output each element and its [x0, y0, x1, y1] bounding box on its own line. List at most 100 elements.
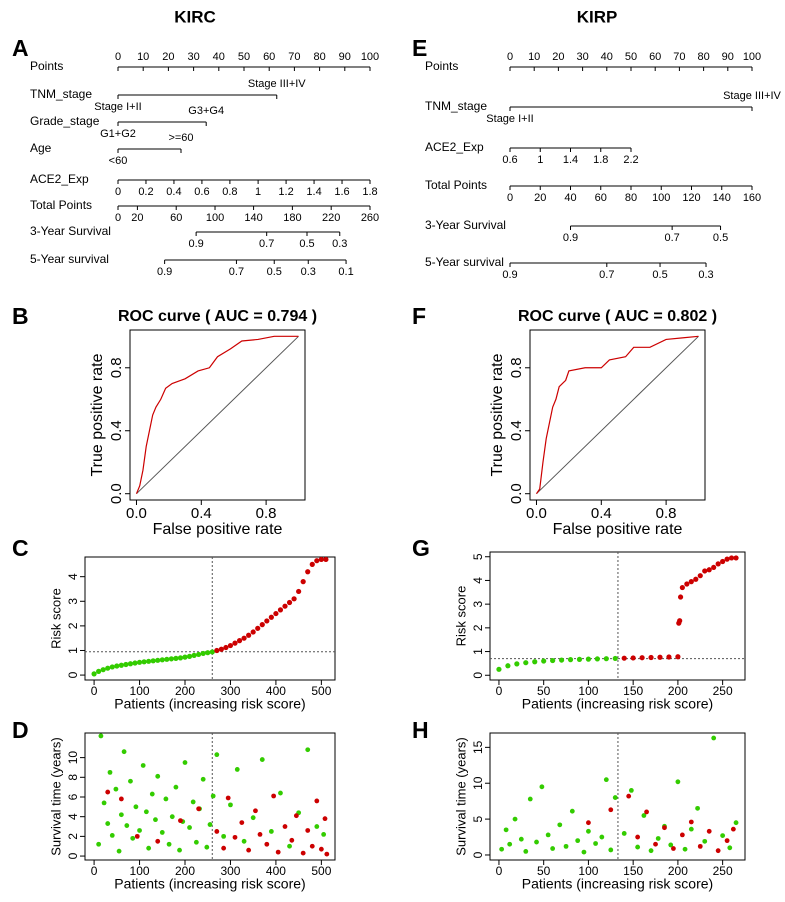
data-point: [628, 788, 634, 793]
y-tick-label: 0.8: [108, 357, 125, 378]
data-point: [677, 618, 683, 624]
row-label: TNM_stage: [30, 87, 92, 101]
y-tick-label: 0.8: [508, 357, 525, 378]
data-point: [275, 849, 281, 855]
y-axis-label: Survival time (years): [453, 737, 468, 855]
x-axis-label: False positive rate: [153, 521, 283, 538]
data-point: [143, 809, 149, 815]
scale-tick-label: 30: [187, 51, 199, 63]
data-point: [532, 659, 538, 665]
data-point: [635, 844, 641, 850]
data-point: [134, 833, 140, 839]
data-point: [259, 622, 265, 628]
scale-tick-label: 0.6: [502, 154, 517, 166]
y-tick-label: 0.4: [508, 420, 525, 441]
y-tick-label: 0.0: [108, 483, 125, 504]
x-tick-label: 100: [578, 864, 598, 878]
data-point: [662, 825, 667, 831]
data-point: [653, 841, 658, 847]
scale-tick-label: 0: [115, 212, 121, 224]
data-point: [697, 573, 703, 579]
data-point: [655, 836, 661, 841]
data-point: [227, 642, 234, 649]
data-point: [684, 581, 690, 587]
data-point: [221, 833, 227, 839]
data-point: [271, 793, 277, 799]
scale-tick-label: 0.4: [166, 186, 181, 198]
row-label: Points: [425, 59, 458, 73]
data-point: [150, 658, 156, 664]
scale-tick-label: 40: [213, 51, 225, 63]
y-tick-label: 5: [471, 553, 485, 560]
scale-tick-label: 0.8: [222, 186, 237, 198]
data-point: [218, 646, 224, 652]
data-point: [228, 802, 233, 808]
scale-tick-label: 0.9: [502, 269, 517, 281]
y-tick-label: 0: [471, 672, 485, 679]
plot-frame: [84, 556, 336, 681]
data-point: [567, 657, 574, 663]
scale-tick-label: 120: [682, 192, 700, 204]
x-tick-label: 50: [537, 684, 551, 698]
scale-tick-label: 0.9: [188, 238, 203, 250]
x-tick-label: 500: [311, 684, 331, 698]
data-point: [223, 644, 229, 651]
scale-tick-label: Stage I+II: [486, 113, 533, 125]
x-tick-label: 300: [220, 684, 240, 698]
data-point: [186, 653, 193, 659]
row-label: Total Points: [425, 178, 487, 192]
data-point: [149, 791, 155, 797]
scale-tick-label: 0.5: [267, 266, 282, 278]
scale-tick-label: 20: [534, 192, 546, 204]
reference-diagonal: [536, 335, 699, 495]
data-point: [109, 832, 115, 838]
y-tick-label: 10: [471, 776, 485, 790]
scale-tick-label: 0: [115, 186, 121, 198]
data-point: [720, 558, 726, 565]
y-tick-label: 2: [66, 833, 80, 840]
data-point: [318, 846, 324, 852]
data-point: [593, 841, 598, 846]
data-point: [118, 662, 124, 668]
data-point: [98, 733, 104, 739]
roc-curve: [135, 335, 299, 494]
data-point: [250, 815, 256, 821]
data-point: [173, 655, 179, 661]
scale-tick-label: 260: [361, 212, 379, 224]
data-point: [169, 814, 175, 820]
x-tick-label: 150: [623, 864, 643, 878]
data-point: [711, 735, 717, 741]
data-point: [639, 655, 645, 661]
data-point: [232, 834, 238, 840]
data-point: [305, 747, 311, 753]
data-point: [234, 767, 240, 772]
y-tick-label: 5: [471, 815, 485, 822]
row-label: 5-Year survival: [425, 255, 504, 269]
data-point: [682, 846, 688, 852]
data-point: [668, 842, 674, 848]
scale-tick-label: 160: [743, 192, 761, 204]
panel-letter: F: [412, 303, 426, 329]
scale-tick-label: 20: [131, 212, 143, 224]
y-tick-label: 0.4: [108, 420, 125, 441]
y-axis-label: Survival time (years): [48, 737, 63, 855]
scale-tick-label: 1.2: [278, 186, 293, 198]
data-point: [168, 656, 174, 662]
column-title: KIRP: [577, 7, 618, 26]
panel-letter: D: [12, 717, 29, 743]
scale-tick-label: 0.5: [713, 232, 728, 244]
data-point: [657, 654, 663, 660]
data-point: [305, 569, 311, 575]
x-tick-label: 0: [91, 684, 98, 698]
scale-tick-label: 0.3: [301, 266, 316, 278]
data-point: [146, 658, 152, 664]
data-point: [255, 625, 261, 631]
data-point: [196, 806, 202, 812]
data-point: [277, 607, 284, 613]
x-tick-label: 200: [175, 864, 195, 878]
scale-tick-label: 70: [673, 51, 685, 63]
row-label: TNM_stage: [425, 99, 487, 113]
data-point: [503, 827, 509, 833]
data-point: [155, 838, 161, 844]
scale-tick-label: 100: [743, 51, 761, 63]
